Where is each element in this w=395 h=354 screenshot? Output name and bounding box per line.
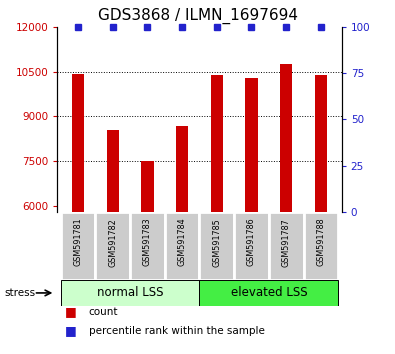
- Text: GDS3868 / ILMN_1697694: GDS3868 / ILMN_1697694: [98, 8, 297, 24]
- Bar: [199, 280, 338, 306]
- Bar: [245, 78, 258, 212]
- Bar: [211, 75, 223, 212]
- Bar: [176, 126, 188, 212]
- Text: GSM591785: GSM591785: [213, 218, 221, 267]
- Text: GSM591784: GSM591784: [178, 218, 186, 267]
- Text: GSM591788: GSM591788: [316, 218, 325, 267]
- Bar: [141, 161, 154, 212]
- Text: stress: stress: [4, 288, 35, 298]
- Text: ■: ■: [65, 305, 77, 318]
- Bar: [72, 74, 84, 212]
- Bar: [61, 212, 96, 280]
- Text: GSM591787: GSM591787: [282, 218, 291, 267]
- Text: GSM591783: GSM591783: [143, 218, 152, 267]
- Bar: [165, 212, 199, 280]
- Bar: [130, 212, 165, 280]
- Bar: [199, 212, 234, 280]
- Bar: [107, 130, 119, 212]
- Bar: [315, 75, 327, 212]
- Bar: [303, 212, 338, 280]
- Text: GSM591781: GSM591781: [73, 218, 83, 267]
- Bar: [96, 212, 130, 280]
- Text: percentile rank within the sample: percentile rank within the sample: [89, 326, 265, 336]
- Text: normal LSS: normal LSS: [97, 286, 164, 299]
- Bar: [234, 212, 269, 280]
- Text: count: count: [89, 307, 118, 316]
- Text: GSM591786: GSM591786: [247, 218, 256, 267]
- Text: elevated LSS: elevated LSS: [231, 286, 307, 299]
- Text: GSM591782: GSM591782: [108, 218, 117, 267]
- Text: ■: ■: [65, 325, 77, 337]
- Bar: [269, 212, 303, 280]
- Bar: [61, 280, 199, 306]
- Bar: [280, 64, 292, 212]
